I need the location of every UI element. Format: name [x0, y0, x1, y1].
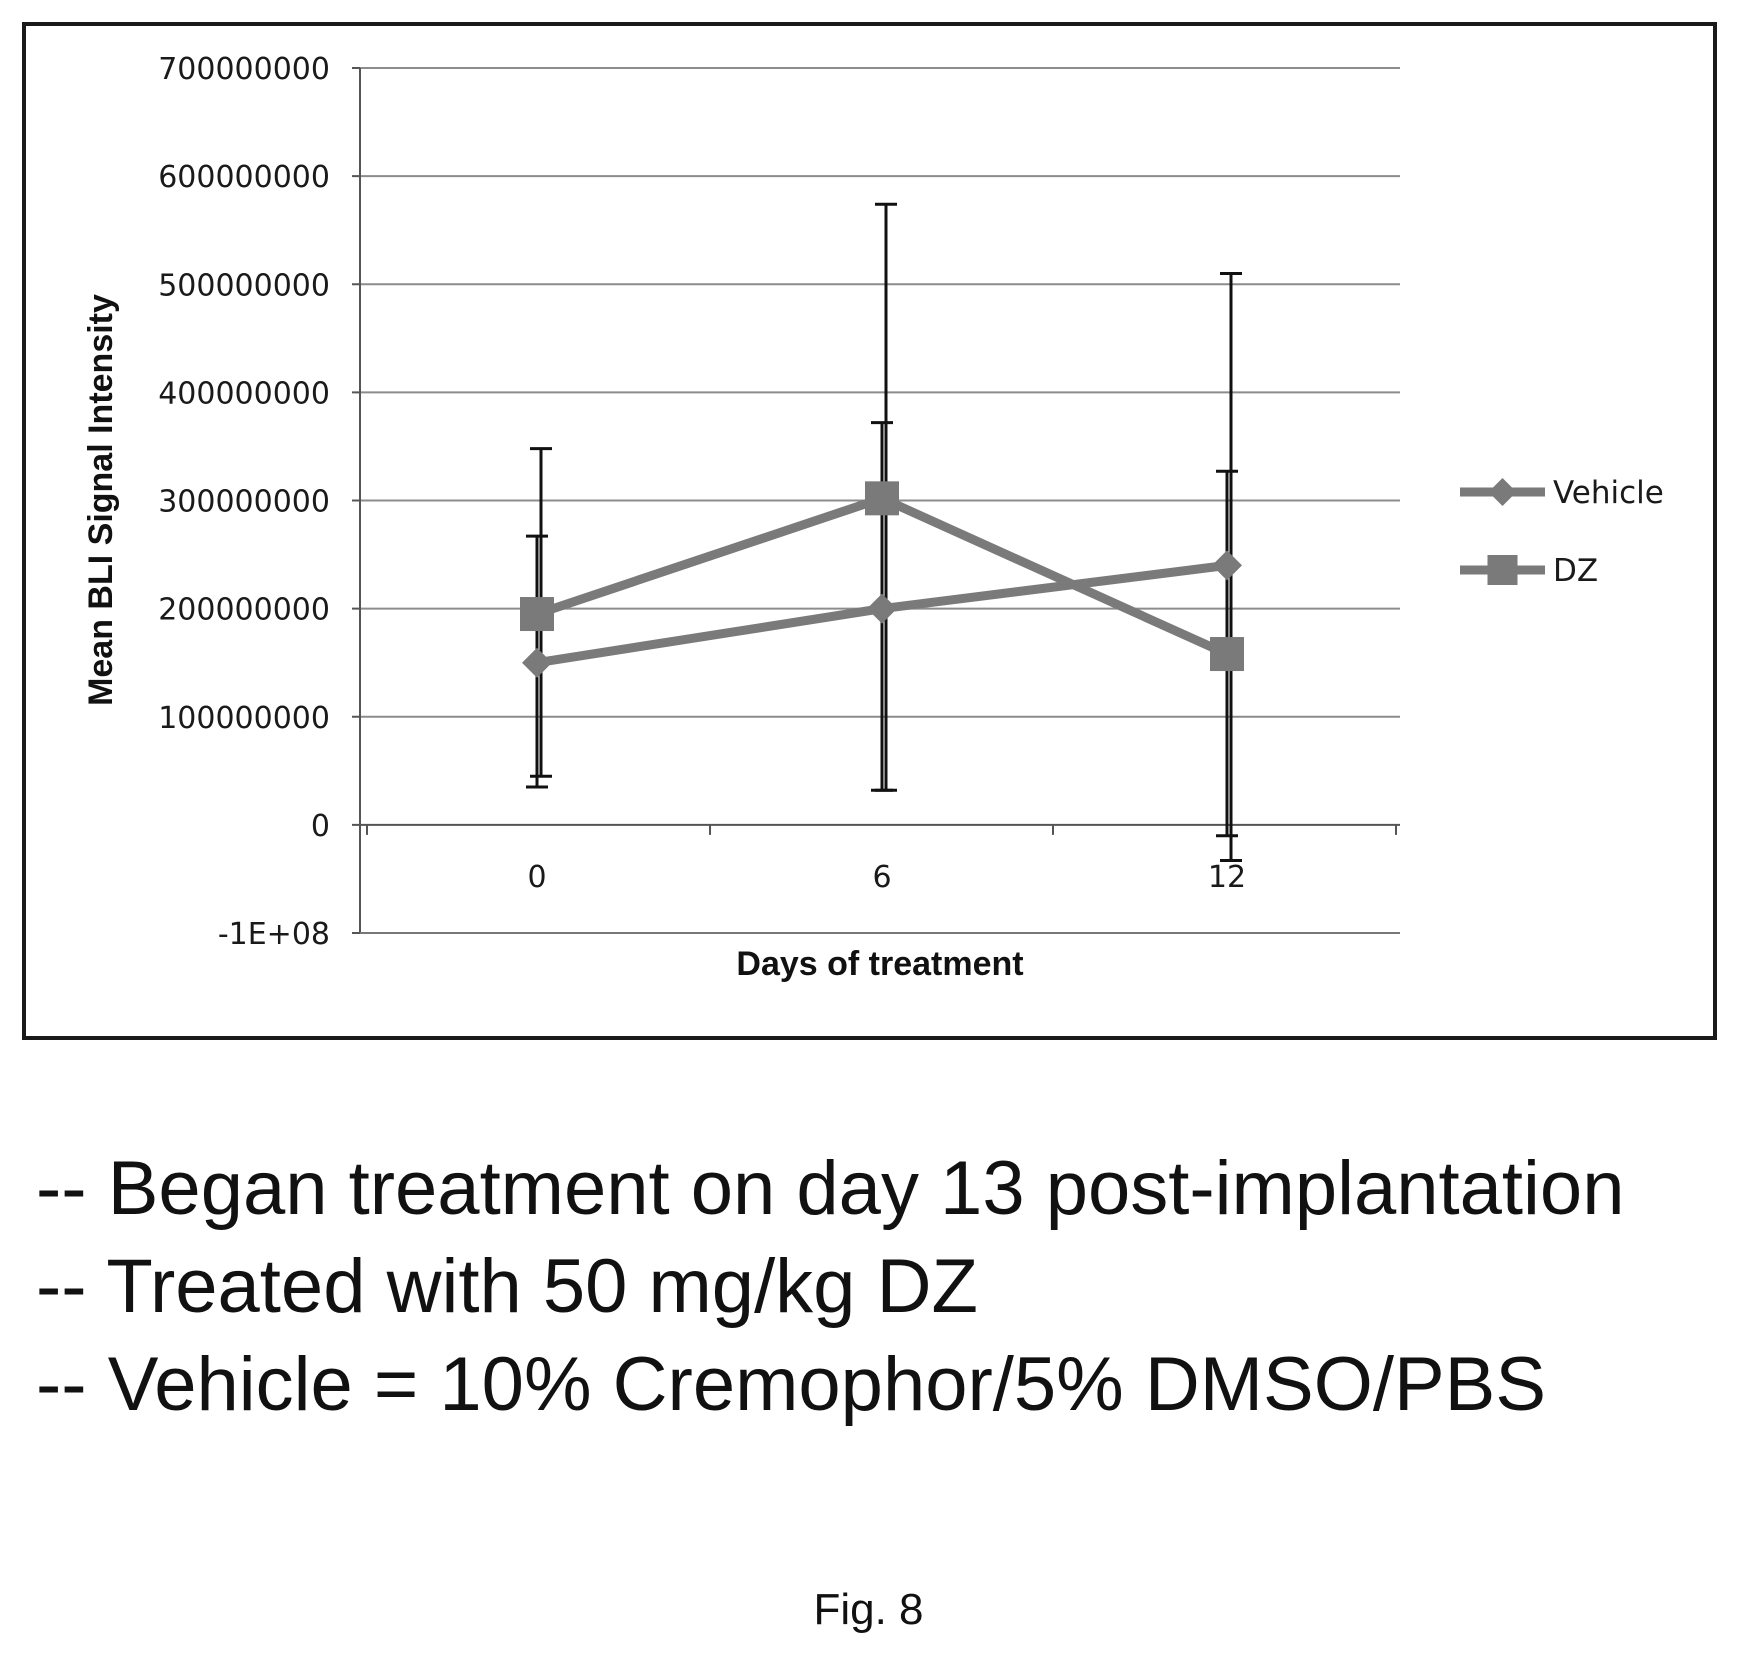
- y-tick-label: 0: [311, 809, 330, 844]
- error-bars: [526, 202, 1242, 863]
- line-chart: -1E+08 0 100000000 200000000 300000000 400000…: [82, 52, 1664, 983]
- y-tick-label: 400000000: [158, 376, 330, 411]
- legend-marker-vehicle: [1488, 478, 1517, 506]
- legend-marker-dz: [1487, 555, 1518, 585]
- x-tick-label: 6: [872, 860, 891, 895]
- data-point-dz: [1210, 637, 1244, 672]
- data-point-dz: [865, 481, 899, 516]
- note-line-2: -- Treated with 50 mg/kg DZ: [36, 1244, 978, 1329]
- note-line-3: -- Vehicle = 10% Cremophor/5% DMSO/PBS: [36, 1342, 1547, 1427]
- data-point-vehicle: [522, 647, 552, 678]
- chart-frame: [22, 22, 1717, 1040]
- note-line-1: -- Began treatment on day 13 post-implan…: [36, 1146, 1625, 1231]
- y-tick-label: 300000000: [158, 485, 330, 520]
- data-point-vehicle: [867, 593, 897, 624]
- y-tick-label: 500000000: [158, 268, 330, 303]
- legend-label-vehicle: Vehicle: [1553, 475, 1664, 511]
- x-tick-label: 12: [1208, 860, 1246, 895]
- y-tick-label: 600000000: [158, 160, 330, 195]
- y-tick-label: 100000000: [158, 701, 330, 736]
- legend-label-dz: DZ: [1553, 553, 1598, 589]
- y-tick-label: 700000000: [158, 52, 330, 87]
- y-tick-label: -1E+08: [218, 917, 330, 952]
- data-point-vehicle: [1212, 550, 1242, 581]
- figure-label: Fig. 8: [813, 1585, 924, 1634]
- tick-labels: -1E+08 0 100000000 200000000 300000000 400000…: [158, 52, 1246, 952]
- legend: Vehicle DZ: [1460, 475, 1664, 589]
- x-axis-title: Days of treatment: [736, 945, 1023, 983]
- notes-list: -- Began treatment on day 13 post-implan…: [36, 1140, 1716, 1434]
- axes: [352, 67, 1400, 934]
- data-point-dz: [520, 597, 554, 632]
- data-markers: [520, 481, 1244, 678]
- x-tick-label: 0: [527, 860, 546, 895]
- y-axis-title: Mean BLI Signal Intensity: [82, 294, 120, 706]
- y-tick-label: 200000000: [158, 593, 330, 628]
